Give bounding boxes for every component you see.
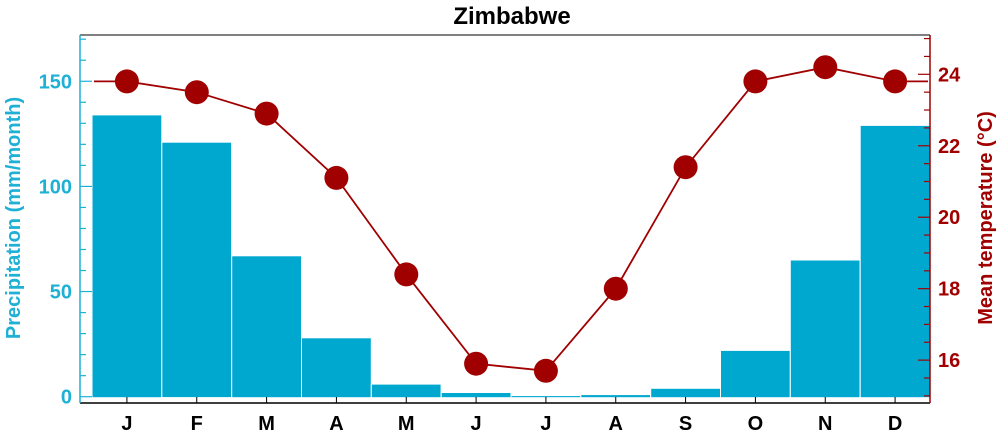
precipitation-bar xyxy=(440,392,512,399)
precipitation-bar xyxy=(650,387,722,399)
precipitation-bar xyxy=(370,383,442,399)
left-tick-label: 100 xyxy=(39,176,72,198)
x-tick-label: S xyxy=(679,413,692,434)
precipitation-bar xyxy=(161,141,233,399)
temperature-marker xyxy=(533,358,558,383)
x-tick-label: F xyxy=(191,413,203,434)
x-tick-label: J xyxy=(540,413,551,434)
chart-title: Zimbabwe xyxy=(453,3,570,30)
plot-frame xyxy=(80,34,930,404)
left-tick-label: 150 xyxy=(39,71,72,93)
right-axis-title: Mean temperature (°C) xyxy=(975,111,997,325)
x-tick-label: N xyxy=(818,413,832,434)
right-tick-label: 20 xyxy=(938,207,960,229)
precipitation-bar xyxy=(789,259,861,399)
x-tick-label: J xyxy=(471,413,482,434)
x-tick-label: D xyxy=(888,413,902,434)
temperature-marker xyxy=(743,69,768,94)
temperature-marker xyxy=(114,69,139,94)
temperature-marker xyxy=(464,351,489,376)
temperature-line-layer xyxy=(94,55,928,383)
left-tick-label: 50 xyxy=(50,282,72,304)
right-tick-label: 24 xyxy=(938,64,961,86)
temperature-marker xyxy=(184,80,209,105)
precipitation-bar xyxy=(720,349,791,399)
right-tick-label: 18 xyxy=(938,279,960,301)
temperature-marker xyxy=(673,155,698,180)
temperature-marker xyxy=(394,262,419,287)
temperature-marker xyxy=(813,55,838,80)
temperature-marker xyxy=(324,165,349,190)
x-tick-label: A xyxy=(609,413,623,434)
right-axis: 16 18 20 22 24 xyxy=(918,35,961,403)
x-tick-label: A xyxy=(329,413,343,434)
precipitation-bar xyxy=(231,255,302,399)
precipitation-bar xyxy=(91,114,163,399)
left-axis: 0 50 100 150 xyxy=(39,35,92,409)
temperature-marker xyxy=(883,69,908,94)
bars-layer xyxy=(91,114,931,399)
precipitation-bar xyxy=(301,337,372,399)
precipitation-bar xyxy=(859,124,931,399)
temperature-marker xyxy=(603,276,628,301)
left-tick-label: 0 xyxy=(61,387,72,409)
x-tick-label: O xyxy=(748,413,764,434)
left-axis-title: Precipitation (mm/month) xyxy=(3,97,25,339)
x-tick-label: M xyxy=(258,413,275,434)
x-tick-label: J xyxy=(121,413,132,434)
right-tick-label: 16 xyxy=(938,350,960,372)
right-tick-label: 22 xyxy=(938,136,960,158)
x-tick-label: M xyxy=(398,413,415,434)
temperature-marker xyxy=(254,101,279,126)
